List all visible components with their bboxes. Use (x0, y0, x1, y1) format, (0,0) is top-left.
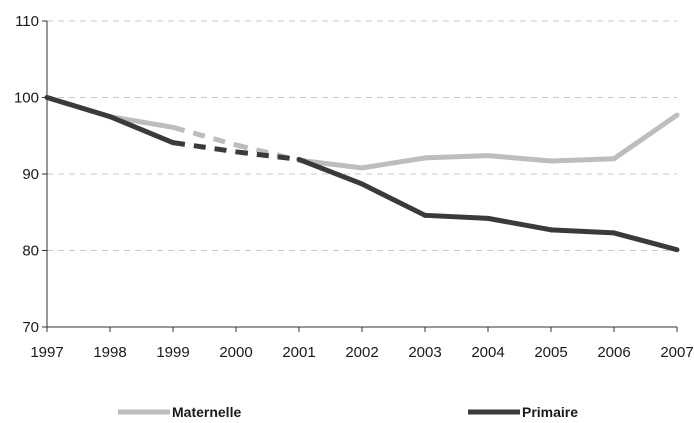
series-segment (422, 153, 491, 161)
y-tick-label: 110 (15, 13, 39, 30)
x-tick-label: 1999 (156, 344, 189, 361)
x-tick-label: 2007 (660, 344, 693, 361)
y-tick-label: 80 (22, 243, 39, 260)
series-segment (485, 153, 554, 164)
y-tick-label: 70 (22, 319, 39, 336)
x-tick-label: 2006 (597, 344, 630, 361)
series-segment (485, 215, 554, 233)
series-segment (611, 230, 680, 253)
series-segment (548, 227, 617, 236)
series-segment (235, 149, 300, 162)
series-primaire (44, 95, 680, 253)
series-segment (44, 95, 113, 120)
series-segment (548, 156, 617, 164)
x-tick-label: 2001 (282, 344, 315, 361)
series-segment (296, 156, 365, 187)
legend-label-maternelle: Maternelle (172, 404, 241, 420)
legend-label-primaire: Primaire (522, 404, 578, 420)
series-segment (172, 140, 237, 155)
series-maternelle (44, 95, 680, 171)
y-tick-label: 100 (14, 90, 39, 107)
x-tick-label: 1998 (93, 344, 126, 361)
x-tick-label: 2000 (219, 344, 252, 361)
series-segment (422, 212, 491, 221)
legend: Maternelle Primaire (118, 404, 578, 420)
x-tick-label: 2003 (408, 344, 441, 361)
x-tick-label: 2004 (471, 344, 504, 361)
gridlines (47, 20, 677, 251)
series-lines (44, 95, 680, 253)
axes: 70 80 90 100 110 1997 1998 1999 2000 2001 2002 2003… (14, 13, 694, 361)
y-tick-label: 90 (22, 166, 39, 183)
series-segment (107, 114, 176, 146)
series-segment (611, 112, 680, 162)
series-segment (172, 124, 237, 148)
x-tick-label: 1997 (30, 344, 63, 361)
x-tick-label: 2002 (345, 344, 378, 361)
series-segment (359, 155, 428, 171)
series-segment (235, 142, 300, 163)
series-segment (359, 181, 428, 218)
x-tick-label: 2005 (534, 344, 567, 361)
